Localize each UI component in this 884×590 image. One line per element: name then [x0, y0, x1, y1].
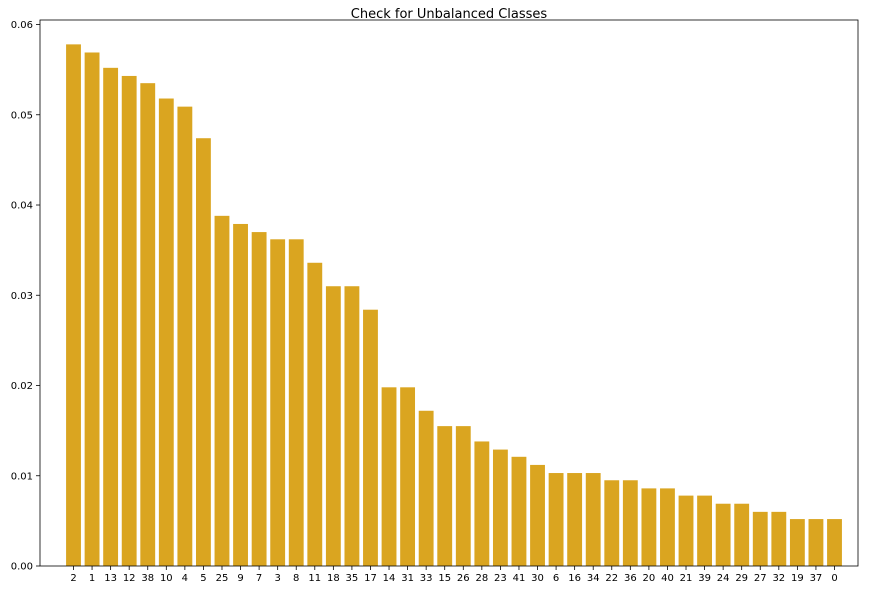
x-tick-label: 8 [293, 573, 299, 584]
x-tick-label: 34 [587, 573, 600, 584]
bar-22 [604, 480, 620, 566]
x-tick-label: 19 [791, 573, 804, 584]
bar-30 [530, 464, 545, 566]
bar-2 [66, 44, 81, 567]
y-tick-label: 0.05 [11, 110, 33, 121]
bar-18 [325, 286, 341, 566]
x-tick-label: 13 [104, 573, 117, 584]
x-tick-label: 14 [383, 573, 396, 584]
x-tick-label: 40 [661, 573, 674, 584]
x-tick-label: 20 [643, 573, 656, 584]
bar-20 [641, 488, 657, 566]
bar-10 [158, 98, 174, 567]
bar-38 [140, 83, 156, 567]
x-tick-label: 28 [475, 573, 488, 584]
x-tick-label: 18 [327, 573, 340, 584]
x-tick-label: 0 [831, 573, 837, 584]
bar-35 [344, 286, 360, 566]
bar-27 [752, 511, 768, 566]
plot-frame [39, 19, 859, 567]
y-tick-label: 0.06 [11, 20, 33, 31]
x-tick-label: 3 [274, 573, 280, 584]
bars-group [66, 44, 842, 567]
bar-6 [548, 473, 564, 566]
x-tick-label: 23 [494, 573, 507, 584]
bar-26 [455, 426, 471, 566]
x-tick-label: 30 [531, 573, 544, 584]
bar-31 [400, 387, 416, 566]
bar-36 [622, 480, 638, 566]
x-tick-label: 35 [346, 573, 359, 584]
bar-40 [660, 488, 675, 566]
bar-11 [307, 262, 323, 566]
bar-19 [789, 519, 805, 566]
bar-33 [418, 410, 434, 566]
bar-12 [121, 75, 137, 566]
x-tick-label: 25 [216, 573, 229, 584]
y-tick-label: 0.04 [11, 201, 33, 212]
chart-title: Check for Unbalanced Classes [351, 7, 548, 22]
x-tick-label: 38 [141, 573, 154, 584]
x-tick-label: 36 [624, 573, 637, 584]
x-tick-label: 4 [182, 573, 188, 584]
bar-0 [827, 519, 842, 566]
y-tick-label: 0.03 [11, 291, 33, 302]
x-tick-label: 15 [438, 573, 451, 584]
bar-5 [196, 138, 211, 566]
bar-24 [715, 503, 731, 566]
bar-32 [771, 511, 787, 566]
x-axis: 2 1 13 12 38 10 4 5 25 9 7 3 8 11 18 35 17 14 31 33 15 26 28 23… [70, 566, 838, 584]
x-tick-label: 9 [237, 573, 243, 584]
x-tick-label: 41 [513, 573, 526, 584]
y-tick-label: 0.02 [11, 381, 33, 392]
bar-16 [567, 473, 583, 566]
x-tick-label: 2 [70, 573, 76, 584]
x-tick-label: 22 [605, 573, 618, 584]
x-tick-label: 29 [735, 573, 748, 584]
bar-37 [808, 519, 824, 566]
axes-border [39, 19, 859, 567]
x-tick-label: 21 [680, 573, 693, 584]
bar-28 [474, 441, 490, 566]
x-tick-label: 24 [717, 573, 730, 584]
bar-13 [103, 67, 119, 566]
x-tick-label: 5 [200, 573, 206, 584]
x-tick-label: 1 [89, 573, 95, 584]
bar-23 [492, 449, 508, 566]
bar-15 [437, 426, 453, 566]
bar-7 [251, 232, 267, 566]
x-tick-label: 7 [256, 573, 262, 584]
x-tick-label: 26 [457, 573, 470, 584]
bar-1 [84, 52, 100, 567]
bar-3 [270, 239, 286, 567]
x-tick-label: 12 [123, 573, 136, 584]
bar-14 [381, 387, 397, 566]
x-tick-label: 27 [754, 573, 767, 584]
bar-39 [697, 495, 712, 566]
bar-21 [678, 495, 694, 566]
y-tick-label: 0.00 [11, 562, 33, 573]
x-tick-label: 16 [568, 573, 581, 584]
bar-29 [734, 503, 750, 566]
x-tick-label: 31 [401, 573, 414, 584]
x-tick-label: 10 [160, 573, 173, 584]
bar-4 [177, 106, 193, 566]
x-tick-label: 39 [698, 573, 711, 584]
x-tick-label: 6 [553, 573, 559, 584]
y-tick-label: 0.01 [11, 471, 33, 482]
bar-17 [363, 309, 378, 566]
x-tick-label: 33 [420, 573, 433, 584]
x-tick-label: 32 [772, 573, 785, 584]
x-tick-label: 37 [810, 573, 823, 584]
x-tick-label: 17 [364, 573, 377, 584]
bar-8 [288, 239, 304, 567]
bar-34 [585, 473, 601, 566]
bar-41 [511, 456, 527, 566]
y-axis: 0.00 0.01 0.02 0.03 0.04 0.05 0.06 [11, 20, 40, 573]
x-tick-label: 11 [308, 573, 321, 584]
bar-9 [233, 223, 248, 566]
bar-25 [214, 215, 230, 566]
